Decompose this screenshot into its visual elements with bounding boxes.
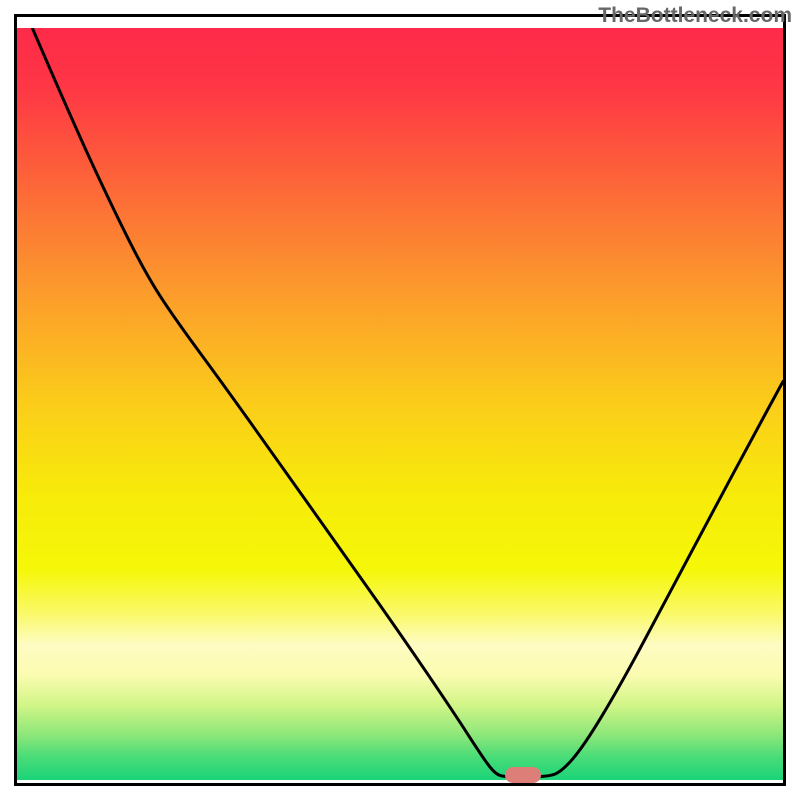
chart-border [14, 14, 786, 786]
watermark-text: TheBottleneck.com [598, 4, 792, 28]
bottleneck-chart: TheBottleneck.com [0, 0, 800, 800]
